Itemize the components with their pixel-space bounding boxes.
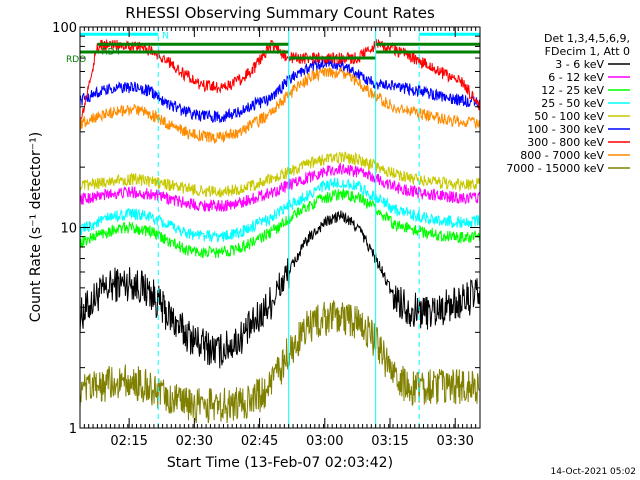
flag-label-1: RDO <box>66 55 86 65</box>
series-layer <box>79 39 481 424</box>
legend-entry-label: 50 - 100 keV <box>534 110 604 123</box>
y-tick-label: 100 <box>52 21 77 36</box>
series-line-5 <box>79 151 481 198</box>
series-line-2 <box>79 162 481 213</box>
flag-layer: RDO RD4 N <box>66 31 480 65</box>
series-line-6 <box>79 57 481 123</box>
series-line-3 <box>79 188 481 259</box>
series-line-4 <box>79 176 481 244</box>
y-axis-label: Count Rate (s⁻¹ detector⁻¹) <box>28 132 44 322</box>
legend-entry-label: 800 - 7000 keV <box>520 149 604 162</box>
legend-header-line: FDecim 1, Att 0 <box>545 45 630 58</box>
footer-timestamp: 14-Oct-2021 05:02 <box>551 467 636 477</box>
x-tick-label: 03:00 <box>306 434 343 449</box>
x-axis-label: Start Time (13-Feb-07 02:03:42) <box>167 455 393 471</box>
y-tick-label: 10 <box>60 222 77 237</box>
flag-label-2: RD4 <box>101 47 120 57</box>
x-tick-label: 02:15 <box>110 434 147 449</box>
series-line-1 <box>79 210 481 369</box>
x-tick-label: 03:15 <box>371 434 408 449</box>
y-tick-label: 1 <box>69 422 77 437</box>
series-line-8 <box>79 66 481 145</box>
flag-label-3: N <box>162 31 169 41</box>
series-line-9 <box>79 300 481 424</box>
chart-title: RHESSI Observing Summary Count Rates <box>125 4 435 22</box>
legend-entry-label: 25 - 50 keV <box>541 97 604 110</box>
legend-entry-label: 6 - 12 keV <box>548 71 604 84</box>
legend-entry-label: 300 - 800 keV <box>527 136 604 149</box>
legend: Det 1,3,4,5,6,9,FDecim 1, Att 03 - 6 keV… <box>506 32 630 175</box>
axis-layer: 1 10 100 02:15 02:30 02:45 03:00 03:15 03:30 <box>52 21 481 449</box>
x-tick-label: 02:30 <box>176 434 213 449</box>
x-tick-label: 03:30 <box>436 434 473 449</box>
legend-entry-label: 3 - 6 keV <box>555 58 604 71</box>
legend-entry-label: 100 - 300 keV <box>527 123 604 136</box>
legend-header-line: Det 1,3,4,5,6,9, <box>544 32 630 45</box>
legend-entry-label: 12 - 25 keV <box>541 84 604 97</box>
legend-entry-label: 7000 - 15000 keV <box>506 162 604 175</box>
x-tick-label: 02:45 <box>241 434 278 449</box>
